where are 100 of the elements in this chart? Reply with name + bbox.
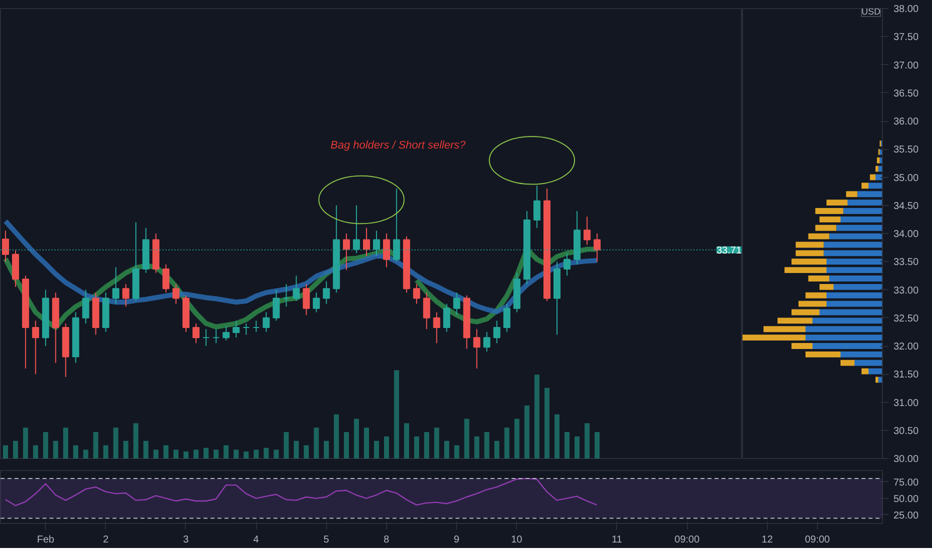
bar [792, 258, 826, 265]
y-tick-label: 37.00 [894, 60, 919, 72]
bar [840, 360, 854, 366]
x-tick-label: 11 [612, 534, 623, 546]
bar [334, 414, 339, 458]
bar [3, 445, 8, 458]
candlestick [493, 320, 500, 344]
bar [820, 284, 834, 290]
bar [73, 445, 78, 458]
bar [806, 292, 826, 298]
bar [876, 157, 880, 164]
bar [778, 318, 812, 324]
bar [404, 423, 410, 458]
bar [454, 445, 460, 458]
bar [594, 432, 600, 458]
bar [324, 440, 329, 458]
candlestick [82, 289, 90, 324]
candlestick [443, 303, 450, 332]
candlestick [252, 320, 260, 332]
candlestick [383, 233, 390, 268]
bar [224, 445, 229, 458]
bar [792, 309, 820, 316]
bar [826, 200, 848, 206]
bar [23, 428, 28, 458]
candlestick [32, 320, 40, 375]
bar [214, 450, 219, 458]
bar [444, 440, 450, 458]
bar [204, 448, 209, 458]
bar [854, 360, 882, 366]
x-tick-label: 5 [323, 534, 330, 546]
bar [857, 191, 882, 198]
bar [314, 428, 319, 458]
bar [806, 351, 840, 358]
y-tick-label: 34.50 [894, 200, 919, 212]
bar [194, 450, 199, 458]
candlestick [413, 284, 420, 304]
bar [815, 208, 844, 214]
bar [364, 428, 369, 458]
bar [876, 166, 878, 172]
bar [464, 418, 470, 458]
y-tick-label: 35.50 [894, 144, 919, 156]
annotation: Bag holders / Short sellers? [330, 140, 467, 152]
candlestick [312, 292, 320, 313]
bar [43, 432, 48, 458]
bar [815, 224, 836, 231]
bar [173, 450, 178, 458]
bar [826, 292, 882, 298]
candlestick [202, 328, 210, 346]
bar [234, 450, 239, 458]
candlestick [322, 280, 330, 304]
x-tick-label: 3 [183, 534, 190, 546]
candlestick [423, 292, 430, 330]
bar [354, 418, 359, 458]
candlestick [564, 252, 571, 276]
candlestick [473, 328, 480, 369]
bar [812, 343, 882, 349]
bar [808, 233, 830, 240]
candlestick [222, 326, 230, 341]
bar [868, 368, 882, 374]
candlestick [172, 284, 180, 304]
bar [843, 208, 882, 214]
y-tick-label: 32.00 [894, 342, 919, 352]
x-tick-label: 09:00 [804, 534, 830, 546]
x-tick-label: 10 [511, 534, 523, 546]
bar [384, 436, 390, 458]
bar [514, 418, 520, 458]
y-tick-label: 30.00 [894, 454, 919, 465]
x-tick-label: 9 [454, 534, 460, 546]
bar [862, 182, 868, 189]
candlestick [122, 284, 130, 308]
bar [143, 440, 148, 458]
bar [876, 376, 878, 383]
y-tick-label: 31.00 [894, 398, 919, 409]
candlestick [162, 264, 170, 294]
candlestick [242, 323, 250, 336]
bar [862, 368, 868, 374]
candlestick [584, 216, 591, 246]
bar [829, 233, 882, 240]
line-series [4, 478, 598, 506]
bar [524, 406, 530, 458]
bar [93, 432, 98, 458]
bar [836, 224, 882, 231]
x-tick-label: 09:00 [674, 534, 700, 546]
bar [414, 436, 420, 458]
bar [870, 174, 876, 180]
y-tick-label: 30.50 [894, 426, 919, 437]
bar [796, 250, 824, 256]
x-tick-label: 2 [102, 534, 109, 546]
bar [829, 276, 882, 282]
bar [163, 445, 168, 458]
y-tick-label: 25.00 [894, 510, 919, 522]
bar [434, 428, 440, 458]
y-tick-label: 33.00 [894, 285, 919, 296]
bar [824, 242, 882, 248]
y-tick-label: 36.50 [894, 88, 919, 100]
candlestick [433, 312, 440, 344]
bar [784, 267, 826, 274]
bar [264, 448, 269, 458]
candlestick [282, 284, 290, 308]
candlestick [272, 289, 280, 322]
